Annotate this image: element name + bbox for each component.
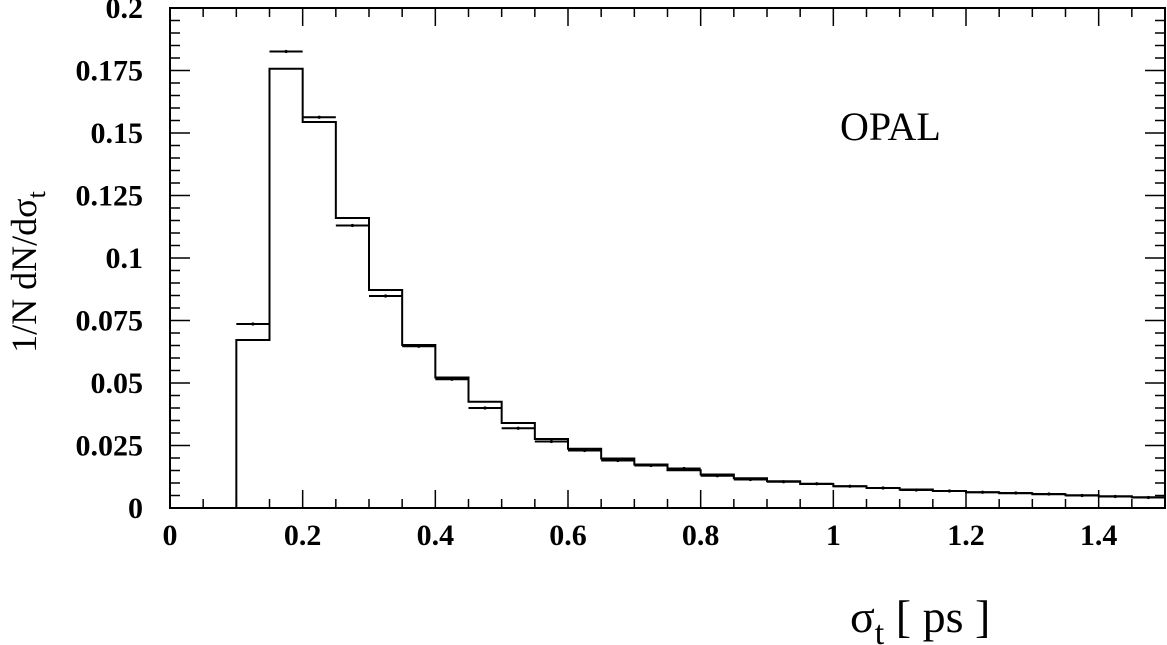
x-tick-label: 1.2 [947,519,985,552]
y-axis-ticks: 0 0.025 0.05 0.075 0.1 0.125 0.15 0.175 0.2 [76,0,1165,525]
x-tick-label: 1 [826,519,841,552]
x-axis-title-sub: t [875,615,885,645]
y-axis-title-sub: t [22,190,51,198]
data-point [815,482,819,486]
histogram-outline [235,67,1166,508]
x-axis-title-main: σ [850,591,875,642]
data-point [1047,492,1051,496]
data-point [848,484,852,488]
data-point [483,406,487,410]
x-tick-label: 0.8 [682,519,720,552]
data-point [350,223,355,228]
data-point [582,448,587,453]
data-point [516,426,520,430]
data-point [549,439,554,444]
data-point [649,463,653,468]
x-tick-label: 0.4 [417,519,455,552]
y-tick-label: 0.05 [91,367,144,400]
data-point [1113,494,1117,499]
y-tick-label: 0.15 [91,117,144,150]
x-tick-label: 0 [163,519,178,552]
y-axis-title: 1/N dN/dσt [4,190,51,352]
data-point [616,458,620,463]
y-tick-label: 0.1 [106,242,144,275]
data-point [450,377,454,381]
data-point [383,294,388,298]
data-point [914,488,918,492]
data-point [748,477,753,482]
x-axis-title: σt [ ps ] [850,591,990,645]
y-axis-title-main: 1/N dN/dσ [4,198,44,352]
data-point [947,489,952,493]
data-point [417,344,421,348]
data-point [251,322,255,326]
x-axis-ticks: 0 0.2 0.4 0.6 0.8 1 1.2 1.4 [163,8,1166,552]
opal-annotation: OPAL [840,104,941,149]
y-tick-label: 0 [128,492,143,525]
histogram-series [235,67,1166,508]
data-point [1080,493,1084,498]
x-axis-title-suffix: [ ps ] [884,591,990,642]
data-point [682,466,686,471]
x-tick-label: 0.2 [284,519,322,552]
data-point [1014,491,1018,495]
data-point [881,486,885,490]
x-tick-label: 1.4 [1080,519,1118,552]
data-point [1146,495,1151,500]
y-tick-label: 0.075 [76,305,144,338]
x-tick-label: 0.6 [549,519,587,552]
data-point [317,115,321,119]
data-points-series [236,49,1165,500]
data-point [781,480,786,484]
y-tick-label: 0.175 [76,55,144,88]
plot-frame [169,7,1166,509]
data-point [284,49,288,54]
data-point [980,490,985,494]
data-point [715,474,719,478]
y-tick-label: 0.025 [76,430,144,463]
plot-frame-rect [169,7,1166,509]
y-tick-label: 0.2 [106,0,144,25]
y-tick-label: 0.125 [76,180,144,213]
